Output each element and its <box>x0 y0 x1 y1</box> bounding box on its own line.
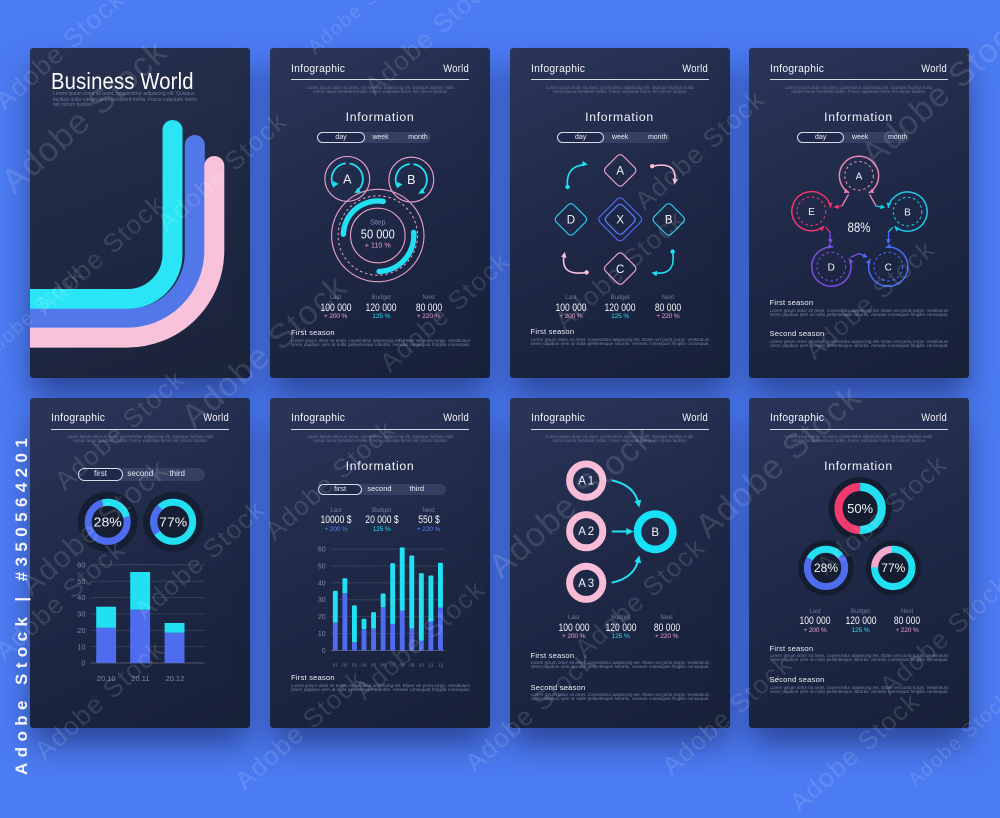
svg-text:0: 0 <box>322 647 326 654</box>
svg-text:07: 07 <box>390 662 396 668</box>
svg-text:50 000: 50 000 <box>361 227 395 242</box>
svg-text:D: D <box>827 262 834 273</box>
svg-text:A: A <box>343 172 352 186</box>
svg-text:C: C <box>884 262 891 273</box>
svg-text:B: B <box>651 526 659 538</box>
svg-text:X: X <box>616 215 624 227</box>
svg-text:E: E <box>808 207 815 218</box>
svg-text:10: 10 <box>318 631 326 638</box>
svg-text:08: 08 <box>400 662 406 668</box>
svg-text:A2: A2 <box>578 526 594 538</box>
svg-text:03: 03 <box>352 662 358 668</box>
svg-text:60: 60 <box>318 546 326 553</box>
svg-text:28%: 28% <box>94 514 122 529</box>
svg-text:77%: 77% <box>881 563 905 575</box>
svg-text:50: 50 <box>77 576 85 585</box>
svg-text:A: A <box>616 166 624 178</box>
svg-text:+ 110 %: + 110 % <box>365 241 392 250</box>
svg-text:05: 05 <box>371 662 377 668</box>
svg-text:88%: 88% <box>847 220 870 235</box>
svg-text:04: 04 <box>361 662 367 668</box>
svg-text:11: 11 <box>428 662 433 668</box>
svg-text:Step: Step <box>370 217 386 226</box>
svg-text:D: D <box>566 215 574 227</box>
svg-text:B: B <box>407 173 415 187</box>
svg-text:12: 12 <box>438 662 444 668</box>
svg-text:30: 30 <box>318 597 326 604</box>
svg-text:30: 30 <box>77 609 85 618</box>
svg-text:0: 0 <box>81 658 85 667</box>
svg-text:09: 09 <box>409 662 415 668</box>
svg-text:02: 02 <box>342 662 348 668</box>
svg-text:20.10: 20.10 <box>97 674 116 683</box>
svg-text:10: 10 <box>77 642 85 651</box>
svg-text:20.11: 20.11 <box>131 674 149 683</box>
svg-text:10: 10 <box>419 662 425 668</box>
svg-text:77%: 77% <box>159 514 187 529</box>
svg-text:C: C <box>616 264 624 276</box>
svg-text:20.12: 20.12 <box>166 674 185 683</box>
svg-text:50%: 50% <box>847 501 873 515</box>
svg-text:40: 40 <box>318 580 326 587</box>
svg-text:B: B <box>664 215 672 227</box>
svg-text:20: 20 <box>77 625 85 634</box>
svg-text:A: A <box>855 172 862 183</box>
svg-text:B: B <box>904 207 911 218</box>
svg-text:50: 50 <box>318 563 326 570</box>
svg-text:A3: A3 <box>578 577 594 589</box>
svg-text:60: 60 <box>77 560 85 569</box>
svg-text:40: 40 <box>77 593 85 602</box>
svg-text:20: 20 <box>318 614 326 621</box>
svg-text:01: 01 <box>333 662 339 668</box>
svg-text:06: 06 <box>380 662 386 668</box>
svg-text:28%: 28% <box>814 563 838 575</box>
